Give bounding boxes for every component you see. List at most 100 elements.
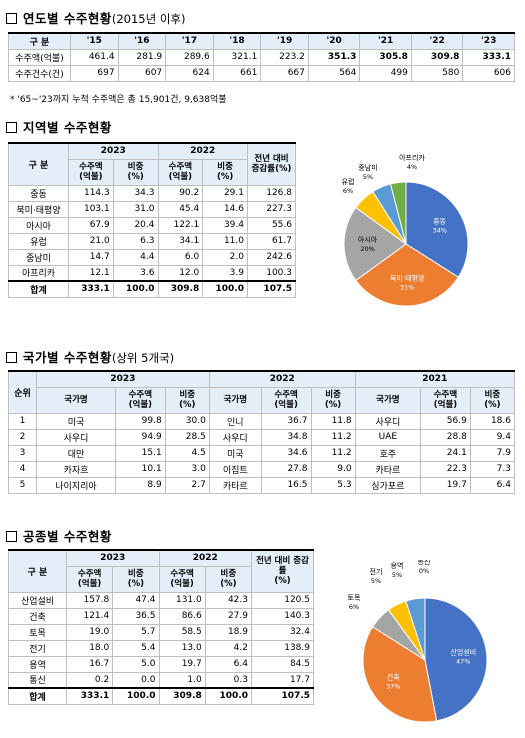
cell: 18.0: [65, 639, 114, 657]
country-cell: 이집트: [208, 460, 262, 478]
cell: 14.6: [202, 200, 248, 218]
cell: 28.5: [164, 428, 210, 446]
amount-header: 수주액 (억불): [157, 158, 204, 186]
checkbox-bullet-icon: [6, 122, 17, 133]
table-row: 토목 19.0 5.7 58.5 18.9 32.4: [8, 623, 314, 641]
year-header: 2022: [157, 142, 248, 160]
cell: 90.2: [157, 184, 204, 202]
year-header: 2021: [354, 370, 516, 388]
table-row: 1 미국 99.8 30.0 인니 36.7 11.8 사우디 56.9 18.6: [8, 412, 516, 430]
col-header: '16: [117, 32, 167, 50]
table-row: 수주액(억불) 461.4 281.9 289.6 321.1 223.2 35…: [8, 48, 515, 66]
cell: 19.7: [420, 476, 471, 494]
cell: 42.3: [204, 591, 253, 609]
table-row: 산업설비 157.8 47.4 131.0 42.3 120.5: [8, 591, 314, 609]
country-cell: 카자흐: [36, 460, 116, 478]
cumulative-note: * '65~'23까지 누적 수주액은 총 15,901건, 9,638억불: [10, 95, 227, 105]
cell: 131.0: [158, 591, 206, 609]
cell: 67.9: [68, 216, 114, 234]
row-label: 건축: [8, 607, 67, 625]
slice-percent-label: 31%: [400, 283, 414, 291]
cell: 5.3: [310, 476, 356, 494]
slice-percent-label: 5%: [363, 173, 373, 181]
table-row: 통신 0.2 0.0 1.0 0.3 17.7: [8, 671, 314, 689]
cell: 305.8: [359, 48, 412, 66]
cell: 4.5: [164, 444, 210, 462]
cell: 100.0: [202, 280, 248, 298]
pie-slice: [362, 626, 438, 723]
cell: 12.0: [157, 264, 204, 282]
cell: 138.9: [251, 639, 314, 657]
cell: 5.7: [112, 623, 160, 641]
year-header: 2023: [36, 370, 210, 388]
checkbox-bullet-icon: [6, 531, 17, 542]
cell: 13.0: [158, 639, 206, 657]
amount-header: 수주액 (억불): [68, 158, 114, 186]
cell: 18.6: [469, 412, 516, 430]
cell: 28.8: [420, 428, 471, 446]
year-header: 2022: [208, 370, 356, 388]
country-header: 국가명: [354, 386, 422, 414]
country-header: 국가명: [208, 386, 262, 414]
cell: 34.8: [260, 428, 312, 446]
cell: 11.0: [202, 232, 248, 250]
cell: 5.0: [112, 655, 160, 673]
cell: 29.1: [202, 184, 248, 202]
slice-category-label: 아프리카: [399, 153, 425, 162]
cell: 34.3: [112, 184, 159, 202]
pie-slice: [424, 597, 488, 722]
cell: 16.7: [65, 655, 114, 673]
cell: 55.6: [247, 216, 296, 234]
slice-category-label: 건축: [387, 673, 400, 682]
col-header: '15: [70, 32, 119, 50]
cell: 12.1: [68, 264, 114, 282]
cell: 607: [117, 64, 167, 82]
col-header: '22: [410, 32, 464, 50]
cell: 4.2: [204, 639, 253, 657]
table-row: 중동 114.3 34.3 90.2 29.1 126.8: [8, 184, 296, 202]
slice-percent-label: 0%: [419, 567, 429, 575]
cell: 6.0: [157, 248, 204, 266]
row-label: 아프리카: [8, 264, 69, 282]
row-label: 북미·태평양: [8, 200, 69, 218]
cell: 27.9: [204, 607, 253, 625]
cell: 7.9: [469, 444, 516, 462]
share-header: 비중 (%): [164, 386, 210, 414]
row-label: 아시아: [8, 216, 69, 234]
row-label: 수주액(억불): [8, 48, 71, 66]
cell: 242.6: [247, 248, 296, 266]
cell: 36.7: [260, 412, 312, 430]
rank-cell: 5: [8, 476, 37, 494]
col-header: '20: [307, 32, 361, 50]
row-label: 합계: [8, 280, 69, 298]
share-header: 비중 (%): [204, 565, 253, 593]
checkbox-bullet-icon: [6, 13, 17, 24]
cell: 84.5: [251, 655, 314, 673]
cell: 21.0: [68, 232, 114, 250]
cell: 114.3: [68, 184, 114, 202]
cell: 1.0: [158, 671, 206, 689]
table-row: 북미·태평양 103.1 31.0 45.4 14.6 227.3: [8, 200, 296, 218]
slice-percent-label: 20%: [360, 245, 374, 253]
table-row: 유럽 21.0 6.3 34.1 11.0 61.7: [8, 232, 296, 250]
rank-cell: 3: [8, 444, 37, 462]
col-header: '19: [260, 32, 309, 50]
cell: 20.4: [112, 216, 159, 234]
cell: 16.5: [260, 476, 312, 494]
cell: 580: [410, 64, 464, 82]
table-row: 아프리카 12.1 3.6 12.0 3.9 100.3: [8, 264, 296, 282]
pie-slice: [389, 181, 407, 245]
cell: 11.8: [310, 412, 356, 430]
table-row: 건축 121.4 36.5 86.6 27.9 140.3: [8, 607, 314, 625]
cell: 309.8: [157, 280, 204, 298]
table-row: 5 나이지리아 8.9 2.7 카타르 16.5 5.3 싱가포르 19.7 6.4: [8, 476, 516, 494]
cell: 30.0: [164, 412, 210, 430]
amount-header: 수주액 (억불): [114, 386, 166, 414]
share-header: 비중 (%): [112, 565, 160, 593]
cell: 3.9: [202, 264, 248, 282]
cell: 281.9: [117, 48, 167, 66]
table-header-row: 순위 2023 2022 2021: [8, 370, 516, 414]
cell: 2.7: [164, 476, 210, 494]
slice-category-label: 산업설비: [450, 647, 476, 656]
